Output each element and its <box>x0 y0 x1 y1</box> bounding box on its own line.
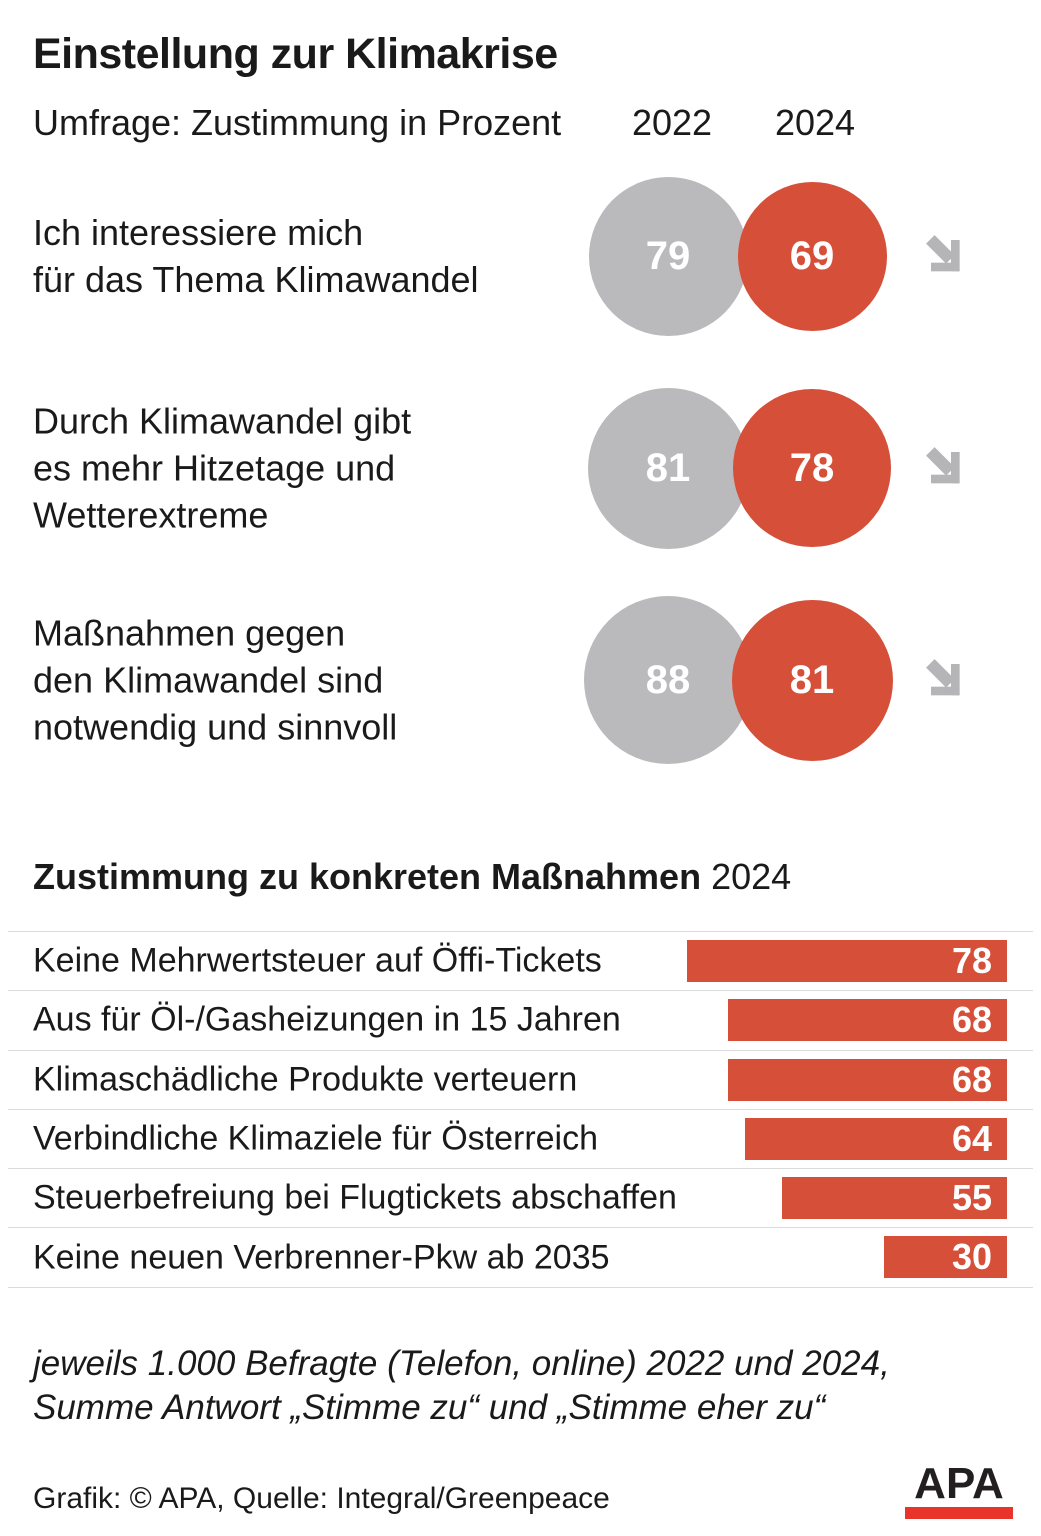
trend-down-arrow-icon <box>926 447 960 484</box>
bar: 64 <box>745 1117 1007 1160</box>
bar-row: Aus für Öl-/Gasheizungen in 15 Jahren 68 <box>8 990 1033 1049</box>
bar-value: 55 <box>951 1177 992 1219</box>
bubble-2022: 81 <box>587 387 749 549</box>
bar: 68 <box>728 999 1007 1042</box>
survey-row: Ich interessiere mich für das Thema Klima… <box>0 150 1041 362</box>
trend-indicator <box>916 226 978 286</box>
bar-value: 68 <box>951 1058 992 1100</box>
trend-down-arrow-icon <box>926 235 960 272</box>
bar-row: Verbindliche Klimaziele für Österreich 64 <box>8 1108 1033 1168</box>
bar-label: Keine Mehrwertsteuer auf Öffi-Tickets <box>33 941 602 980</box>
bar-label: Klimaschädliche Produkte verteuern <box>33 1060 578 1099</box>
bubble-2024-value: 69 <box>789 233 835 278</box>
credit-line: Grafik: © APA, Quelle: Integral/Greenpea… <box>33 1482 610 1515</box>
bar-value: 78 <box>951 940 992 981</box>
bar-row: Keine Mehrwertsteuer auf Öffi-Tickets 78 <box>8 931 1033 990</box>
bar-row: Keine neuen Verbrenner-Pkw ab 2035 30 <box>8 1227 1033 1286</box>
page-title: Einstellung zur Klimakrise <box>33 30 558 78</box>
bar-label: Steuerbefreiung bei Flugtickets abschaff… <box>33 1178 677 1217</box>
bubble-2024: 78 <box>733 389 891 547</box>
trend-down-arrow-icon <box>926 659 960 696</box>
trend-indicator <box>916 438 978 498</box>
bar-label: Verbindliche Klimaziele für Österreich <box>33 1119 599 1158</box>
section-heading: Zustimmung zu konkreten Maßnahmen 2024 <box>33 856 791 898</box>
bar: 30 <box>884 1236 1007 1279</box>
statement-label: Ich interessiere mich für das Thema Klima… <box>33 212 479 300</box>
footnote: jeweils 1.000 Befragte (Telefon, online)… <box>33 1342 890 1430</box>
bar-value: 64 <box>951 1117 992 1159</box>
apa-logo: APA <box>905 1462 1013 1519</box>
bubble-2022: 79 <box>588 176 748 336</box>
footnote-line-1: jeweils 1.000 Befragte (Telefon, online)… <box>33 1344 890 1383</box>
bubble-2024: 69 <box>737 181 887 331</box>
survey-row: Durch Klimawandel gibt es mehr Hitzetage … <box>0 362 1041 574</box>
section-heading-bold: Zustimmung zu konkreten Maßnahmen <box>33 856 702 897</box>
column-header-2024: 2024 <box>774 102 856 143</box>
statement-label: Maßnahmen gegen den Klimawandel sind notwe… <box>33 612 398 748</box>
bar-label: Keine neuen Verbrenner-Pkw ab 2035 <box>33 1238 610 1277</box>
apa-logo-text: APA <box>914 1459 1004 1508</box>
bubble-2024-value: 78 <box>789 445 835 490</box>
trend-indicator <box>916 650 978 710</box>
bar: 68 <box>728 1058 1007 1101</box>
column-header-2022: 2022 <box>631 102 713 143</box>
bar: 55 <box>782 1177 1007 1220</box>
bar-value: 68 <box>951 999 992 1041</box>
bubble-2022-value: 88 <box>645 657 691 702</box>
bar: 78 <box>687 940 1007 982</box>
section-heading-year: 2024 <box>711 856 792 897</box>
survey-bubble-rows: Ich interessiere mich für das Thema Klima… <box>0 150 1041 786</box>
bubble-2022-value: 79 <box>645 233 691 278</box>
apa-logo-red-bar <box>905 1507 1013 1519</box>
bar-label: Aus für Öl-/Gasheizungen in 15 Jahren <box>33 1000 621 1039</box>
subtitle-row: Umfrage: Zustimmung in Prozent 2022 2024 <box>0 102 1041 146</box>
statement-label: Durch Klimawandel gibt es mehr Hitzetage … <box>33 400 412 536</box>
bubble-2022-value: 81 <box>645 445 691 490</box>
bar-row: Steuerbefreiung bei Flugtickets abschaff… <box>8 1168 1033 1227</box>
survey-row: Maßnahmen gegen den Klimawandel sind notwe… <box>0 574 1041 786</box>
measures-bar-chart: Keine Mehrwertsteuer auf Öffi-Tickets 78 A… <box>8 931 1033 1288</box>
subtitle: Umfrage: Zustimmung in Prozent <box>33 102 562 143</box>
footnote-line-2: Summe Antwort „Stimme zu“ und „Stimme eh… <box>33 1388 826 1427</box>
bubble-2022: 88 <box>584 596 752 764</box>
bubble-2024-value: 81 <box>789 657 835 702</box>
bar-row: Klimaschädliche Produkte verteuern 68 <box>8 1049 1033 1109</box>
bubble-2024: 81 <box>731 599 893 761</box>
bar-value: 30 <box>951 1236 992 1278</box>
